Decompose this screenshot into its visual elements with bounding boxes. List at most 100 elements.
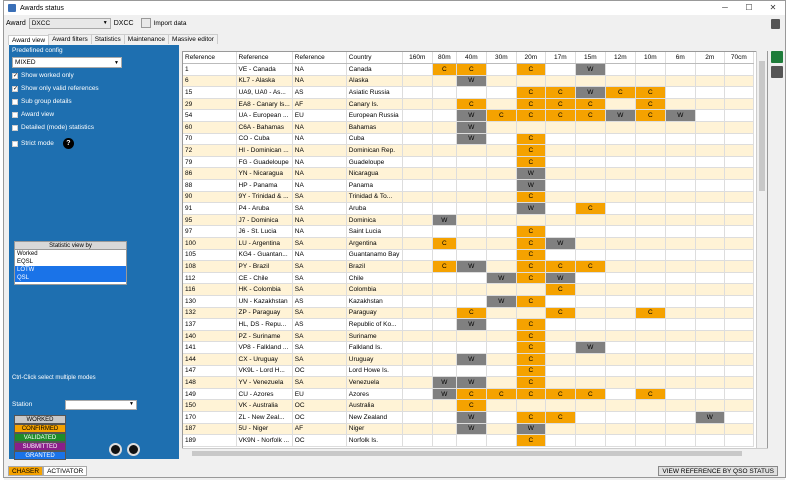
refresh-icon[interactable]	[109, 443, 122, 456]
tab-activator[interactable]: ACTIVATOR	[43, 465, 88, 476]
column-header[interactable]: 6m	[665, 52, 696, 65]
column-header[interactable]: 40m	[456, 52, 487, 65]
table-row[interactable]: 72 HI - Dominican ... NA Dominican Rep. C	[183, 144, 754, 157]
band-status-cell	[665, 144, 696, 157]
table-row[interactable]: 15 UA9, UA0 - As... AS Asiatic Russia C C W C C	[183, 86, 754, 99]
column-header[interactable]: 80m	[432, 52, 457, 65]
table-row[interactable]: 105 KG4 - Guantan... NA Guantanamo Bay C	[183, 249, 754, 262]
table-row[interactable]: 70 CO - Cuba NA Cuba W C	[183, 133, 754, 146]
table-row[interactable]: 137 HL, DS - Repu... AS Republic of Ko... W C	[183, 318, 754, 331]
column-header[interactable]: 15m	[575, 52, 606, 65]
table-row[interactable]: 6 KL7 - Alaska NA Alaska W	[183, 75, 754, 88]
band-status-cell: W	[456, 376, 487, 389]
column-header[interactable]: 20m	[516, 52, 546, 65]
predefined-config-select[interactable]: MIXED ▼	[12, 57, 122, 68]
table-row[interactable]: 95 J7 - Dominica NA Dominica W	[183, 214, 754, 227]
band-status-cell	[432, 434, 457, 447]
show-valid-references-checkbox[interactable]: ✓ Show only valid references	[12, 85, 99, 92]
band-status-cell	[605, 214, 636, 227]
table-row[interactable]: 130 UN - Kazakhstan AS Kazakhstan W C	[183, 295, 754, 308]
maximize-button[interactable]: ☐	[745, 3, 753, 12]
close-button[interactable]: ✕	[769, 3, 777, 12]
column-header[interactable]: Country	[346, 52, 403, 65]
band-status-cell	[486, 225, 517, 238]
table-row[interactable]: 100 LU - Argentina SA Argentina C C W	[183, 237, 754, 250]
tab-award-view[interactable]: Award view	[8, 35, 50, 45]
band-status-cell: C	[545, 388, 576, 401]
table-row[interactable]: 189 VK9N - Norfolk ... OC Norfolk Is. C	[183, 434, 754, 447]
tab-chaser[interactable]: CHASER	[8, 465, 44, 476]
table-row[interactable]: 149 CU - Azores EU Azores W C C C C C C	[183, 388, 754, 401]
column-header[interactable]: 10m	[635, 52, 666, 65]
column-header[interactable]: 12m	[605, 52, 636, 65]
band-status-cell: W	[456, 121, 487, 134]
table-row[interactable]: 147 VK9L - Lord H... OC Lord Howe Is. C	[183, 365, 754, 378]
stat-item-lotw[interactable]: LOTW	[15, 266, 126, 274]
table-row[interactable]: 144 CX - Uruguay SA Uruguay W C	[183, 353, 754, 366]
scrollbar-thumb[interactable]	[192, 451, 742, 456]
column-header[interactable]: 30m	[486, 52, 517, 65]
award-view-checkbox[interactable]: Award view	[12, 111, 54, 118]
vertical-scrollbar[interactable]	[756, 51, 767, 449]
column-header[interactable]: Reference	[236, 52, 293, 65]
column-header[interactable]: 70cm	[724, 52, 754, 65]
table-row[interactable]: 170 ZL - New Zeal... OC New Zealand W C C W	[183, 411, 754, 424]
barcode-icon[interactable]	[771, 66, 783, 78]
table-row[interactable]: 60 C6A - Bahamas NA Bahamas W	[183, 121, 754, 134]
import-data-button[interactable]: Import data	[140, 18, 186, 28]
strict-mode-checkbox[interactable]: Strict mode?	[12, 138, 74, 149]
band-status-cell	[456, 295, 487, 308]
table-row[interactable]: 148 YV - Venezuela SA Venezuela W W C	[183, 376, 754, 389]
column-header[interactable]: 17m	[545, 52, 576, 65]
band-status-cell: C	[605, 86, 636, 99]
detailed-statistics-checkbox[interactable]: Detailed (mode) statistics	[12, 124, 94, 131]
band-status-cell	[605, 191, 636, 204]
excel-icon[interactable]	[771, 51, 783, 63]
table-row[interactable]: 1 VE - Canada NA Canada C C C W	[183, 63, 754, 76]
table-row[interactable]: 141 VP8 - Falkland ... SA Falkland Is. C W	[183, 341, 754, 354]
trash-icon[interactable]	[771, 19, 780, 29]
table-cell: Dominican Rep.	[346, 144, 403, 157]
table-row[interactable]: 108 PY - Brazil SA Brazil C W C C C	[183, 260, 754, 273]
table-row[interactable]: 90 9Y - Trinidad & ... SA Trinidad & To... C	[183, 191, 754, 204]
column-header[interactable]: Reference	[292, 52, 347, 65]
table-row[interactable]: 91 P4 - Aruba SA Aruba W C	[183, 202, 754, 215]
stat-item-worked[interactable]: Worked	[17, 251, 38, 257]
table-row[interactable]: 29 EA8 - Canary Is... AF Canary Is. C C C C C	[183, 98, 754, 111]
scrollbar-thumb[interactable]	[759, 61, 765, 191]
tab-award-filters[interactable]: Award filters	[48, 34, 92, 44]
column-header[interactable]: Reference	[183, 52, 237, 65]
show-worked-only-checkbox[interactable]: ✓ Show worked only	[12, 72, 74, 79]
award-select[interactable]: DXCC ▼	[28, 17, 111, 29]
table-row[interactable]: 150 VK - Australia OC Australia C	[183, 399, 754, 412]
tab-massive-editor[interactable]: Massive editor	[168, 34, 218, 44]
band-status-cell	[575, 353, 606, 366]
table-row[interactable]: 112 CE - Chile SA Chile W C W	[183, 272, 754, 285]
table-row[interactable]: 132 ZP - Paraguay SA Paraguay C C C	[183, 307, 754, 320]
globe-icon[interactable]	[127, 443, 140, 456]
view-reference-button[interactable]: VIEW REFERENCE BY QSO STATUS	[658, 465, 778, 476]
table-row[interactable]: 88 HP - Panama NA Panama W	[183, 179, 754, 192]
column-header[interactable]: 160m	[402, 52, 433, 65]
table-row[interactable]: 97 J6 - St. Lucia NA Saint Lucia C	[183, 225, 754, 238]
table-row[interactable]: 140 PZ - Suriname SA Suriname C	[183, 330, 754, 343]
band-status-cell	[635, 202, 666, 215]
table-row[interactable]: 116 HK - Colombia SA Colombia C	[183, 283, 754, 296]
table-cell: Canada	[346, 63, 403, 76]
band-status-cell	[575, 214, 606, 227]
table-row[interactable]: 187 5U - Niger AF Niger W W	[183, 423, 754, 436]
horizontal-scrollbar[interactable]	[182, 448, 768, 457]
column-header[interactable]: 2m	[695, 52, 725, 65]
table-row[interactable]: 86 YN - Nicaragua NA Nicaragua W	[183, 167, 754, 181]
help-icon[interactable]: ?	[62, 138, 74, 149]
minimize-button[interactable]: ─	[722, 3, 728, 12]
tab-maintenance[interactable]: Maintenance	[123, 34, 170, 44]
sub-group-details-checkbox[interactable]: Sub group details	[12, 98, 72, 105]
table-row[interactable]: 79 FG - Guadeloupe NA Guadeloupe C	[183, 156, 754, 169]
tab-statistics[interactable]: Statistics	[90, 34, 125, 44]
table-row[interactable]: 54 UA - European ... EU European Russia W C C C…	[183, 109, 754, 123]
stat-item-qsl[interactable]: QSL	[15, 274, 126, 282]
band-status-cell	[402, 133, 433, 146]
stat-item-eqsl[interactable]: EQSL	[17, 259, 34, 265]
station-select[interactable]: ▼	[65, 400, 137, 410]
